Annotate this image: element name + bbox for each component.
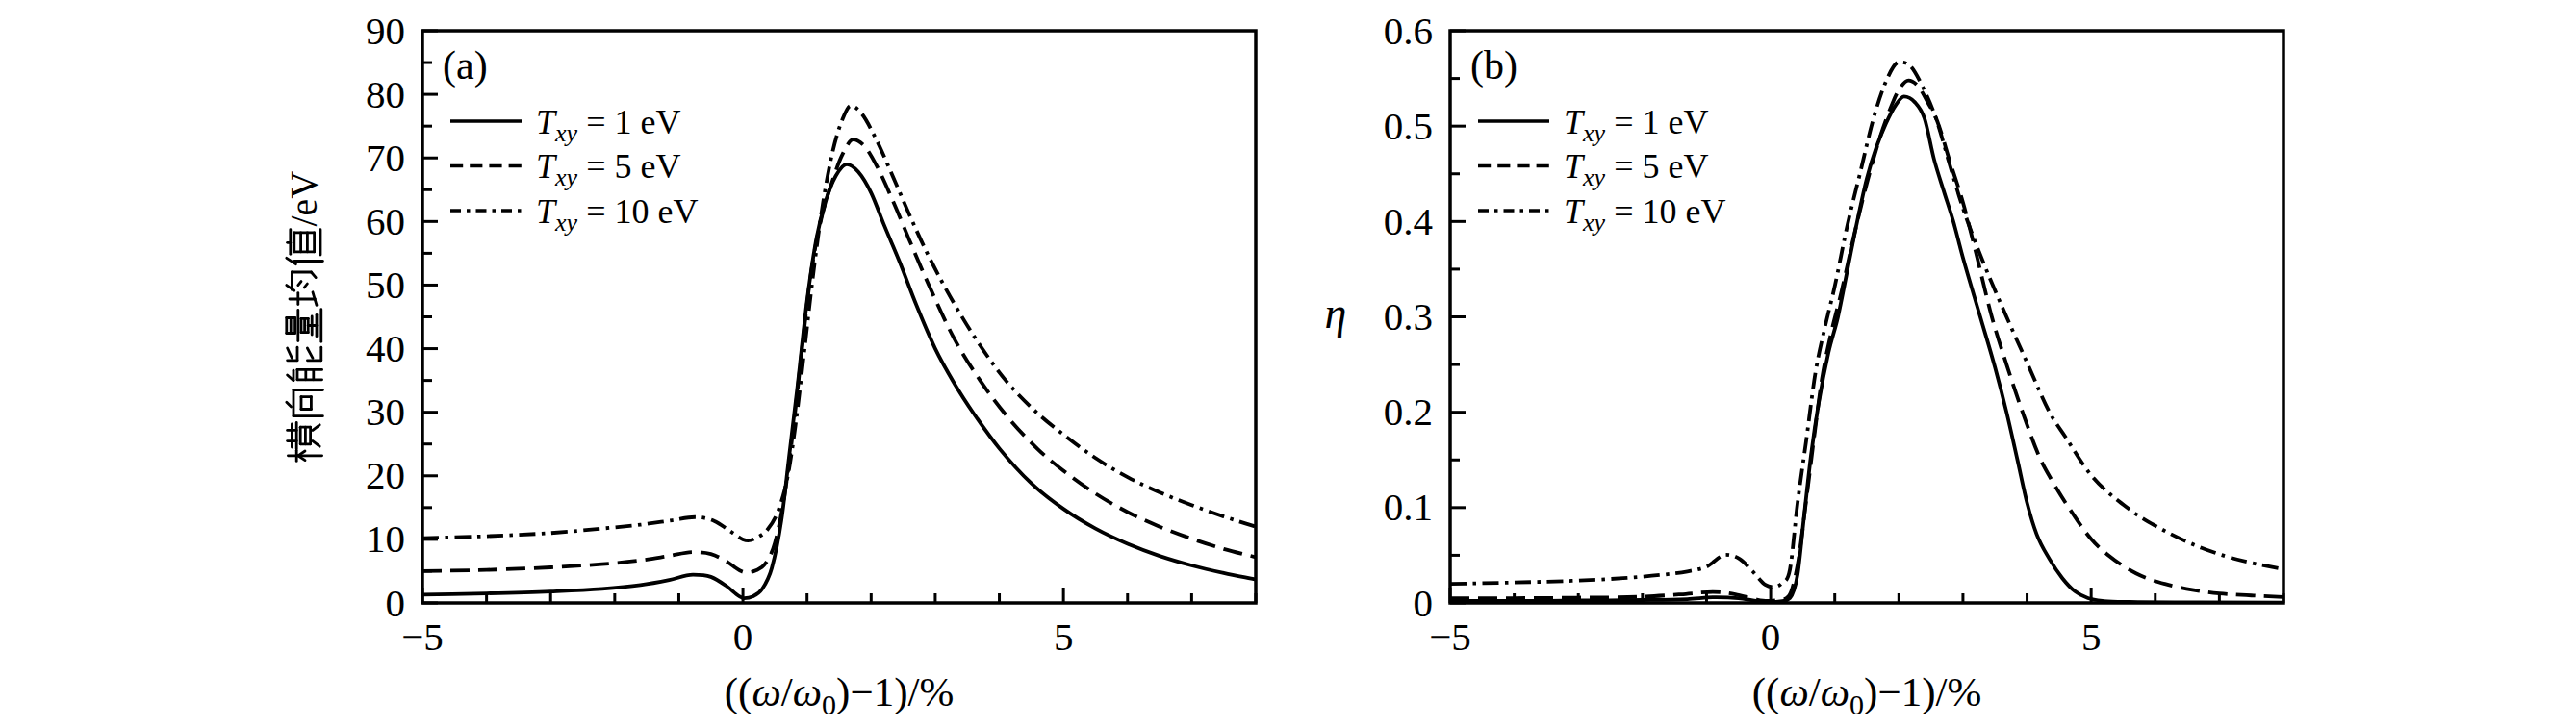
y-tick-label: 30 (366, 389, 405, 434)
y-tick-label: 0 (1414, 581, 1434, 625)
y-tick-label: 0.4 (1384, 199, 1433, 243)
y-tick-label: 90 (366, 9, 405, 53)
legend-label: Txy = 1 eV (1564, 103, 1708, 147)
panel-a: −5050102030405060708090(a)Txy = 1 eVTxy … (282, 9, 1256, 721)
y-tick-label: 80 (366, 72, 405, 116)
legend-label: Txy = 10 eV (1564, 192, 1725, 237)
curve-b-dashdot (1450, 63, 2283, 588)
legend-label: Txy = 1 eV (536, 103, 680, 147)
charts-canvas: −5050102030405060708090(a)Txy = 1 eVTxy … (0, 0, 2576, 727)
cjk-char (287, 310, 321, 342)
y-tick-label: 0.3 (1384, 294, 1433, 338)
y-tick-label: 50 (366, 263, 405, 307)
y-tick-label: 70 (366, 136, 405, 180)
y-tick-label: 10 (366, 516, 405, 561)
x-tick-label: −5 (401, 614, 444, 659)
cjk-char (288, 422, 322, 461)
figure-dual-line-charts: −5050102030405060708090(a)Txy = 1 eVTxy … (0, 0, 2576, 727)
cjk-char (287, 230, 323, 264)
y-tick-label: 40 (366, 326, 405, 370)
y-tick-label: 0.2 (1384, 389, 1433, 434)
y-tick-label: 0.6 (1384, 9, 1433, 53)
x-tick-label: 0 (733, 614, 753, 659)
legend-label: Txy = 5 eV (536, 147, 680, 191)
panel-label-b: (b) (1470, 43, 1518, 88)
panel-b: −50500.10.20.30.40.50.6(b)Txy = 1 eVTxy … (1325, 9, 2283, 721)
legend-label: Txy = 5 eV (1564, 147, 1708, 191)
x-tick-label: −5 (1429, 614, 1471, 659)
x-axis-title: ((ω/ω0)−1)/% (725, 669, 955, 720)
y-tick-label: 20 (366, 453, 405, 497)
x-tick-label: 5 (1054, 614, 1074, 659)
y-axis-title-a: /eV (282, 171, 325, 462)
legend-label: Txy = 10 eV (536, 192, 698, 237)
cjk-char (287, 390, 323, 416)
y-tick-label: 0.1 (1384, 485, 1433, 529)
x-axis-title: ((ω/ω0)−1)/% (1752, 669, 1982, 720)
y-axis-title-b: η (1325, 288, 1347, 338)
y-tick-label: 60 (366, 199, 405, 243)
x-tick-label: 0 (1761, 614, 1781, 659)
y-tick-label: 0 (386, 581, 406, 625)
cjk-char (287, 272, 317, 305)
y-axis-title-suffix: /eV (282, 171, 325, 227)
cjk-char (288, 347, 322, 380)
x-tick-label: 5 (2081, 614, 2102, 659)
panel-label-a: (a) (443, 43, 488, 88)
y-tick-label: 0.5 (1384, 104, 1433, 148)
